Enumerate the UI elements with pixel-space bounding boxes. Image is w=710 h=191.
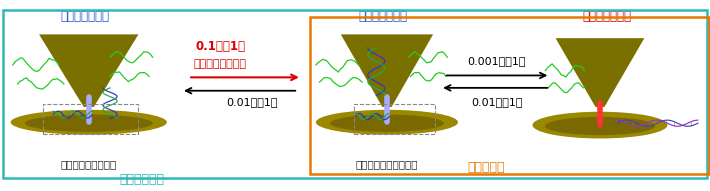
Text: 吸着経由過程: 吸着経由過程	[119, 173, 165, 186]
Polygon shape	[39, 34, 138, 107]
Polygon shape	[555, 38, 645, 107]
Text: 表面から脱離した塩基: 表面から脱離した塩基	[356, 159, 418, 169]
Polygon shape	[341, 34, 433, 107]
Text: トンネル電流小: トンネル電流小	[359, 10, 408, 23]
Ellipse shape	[532, 112, 667, 138]
Text: トンネル電流小: トンネル電流小	[60, 10, 109, 23]
Ellipse shape	[11, 110, 167, 135]
Text: 0.01秒に1回: 0.01秒に1回	[226, 97, 278, 107]
Ellipse shape	[316, 110, 458, 135]
Text: 分子内過程: 分子内過程	[468, 161, 505, 174]
Ellipse shape	[545, 117, 655, 135]
Text: 0.1秒に1回: 0.1秒に1回	[195, 40, 245, 53]
Ellipse shape	[330, 115, 444, 132]
Text: トンネル電流大: トンネル電流大	[582, 10, 631, 23]
Text: 表面に吸着した塩基: 表面に吸着した塩基	[60, 159, 117, 169]
Text: （ボトルネック）: （ボトルネック）	[194, 59, 246, 69]
Ellipse shape	[25, 115, 153, 132]
Text: 0.01秒に1回: 0.01秒に1回	[471, 97, 523, 107]
Text: 0.001秒に1回: 0.001秒に1回	[468, 56, 526, 66]
